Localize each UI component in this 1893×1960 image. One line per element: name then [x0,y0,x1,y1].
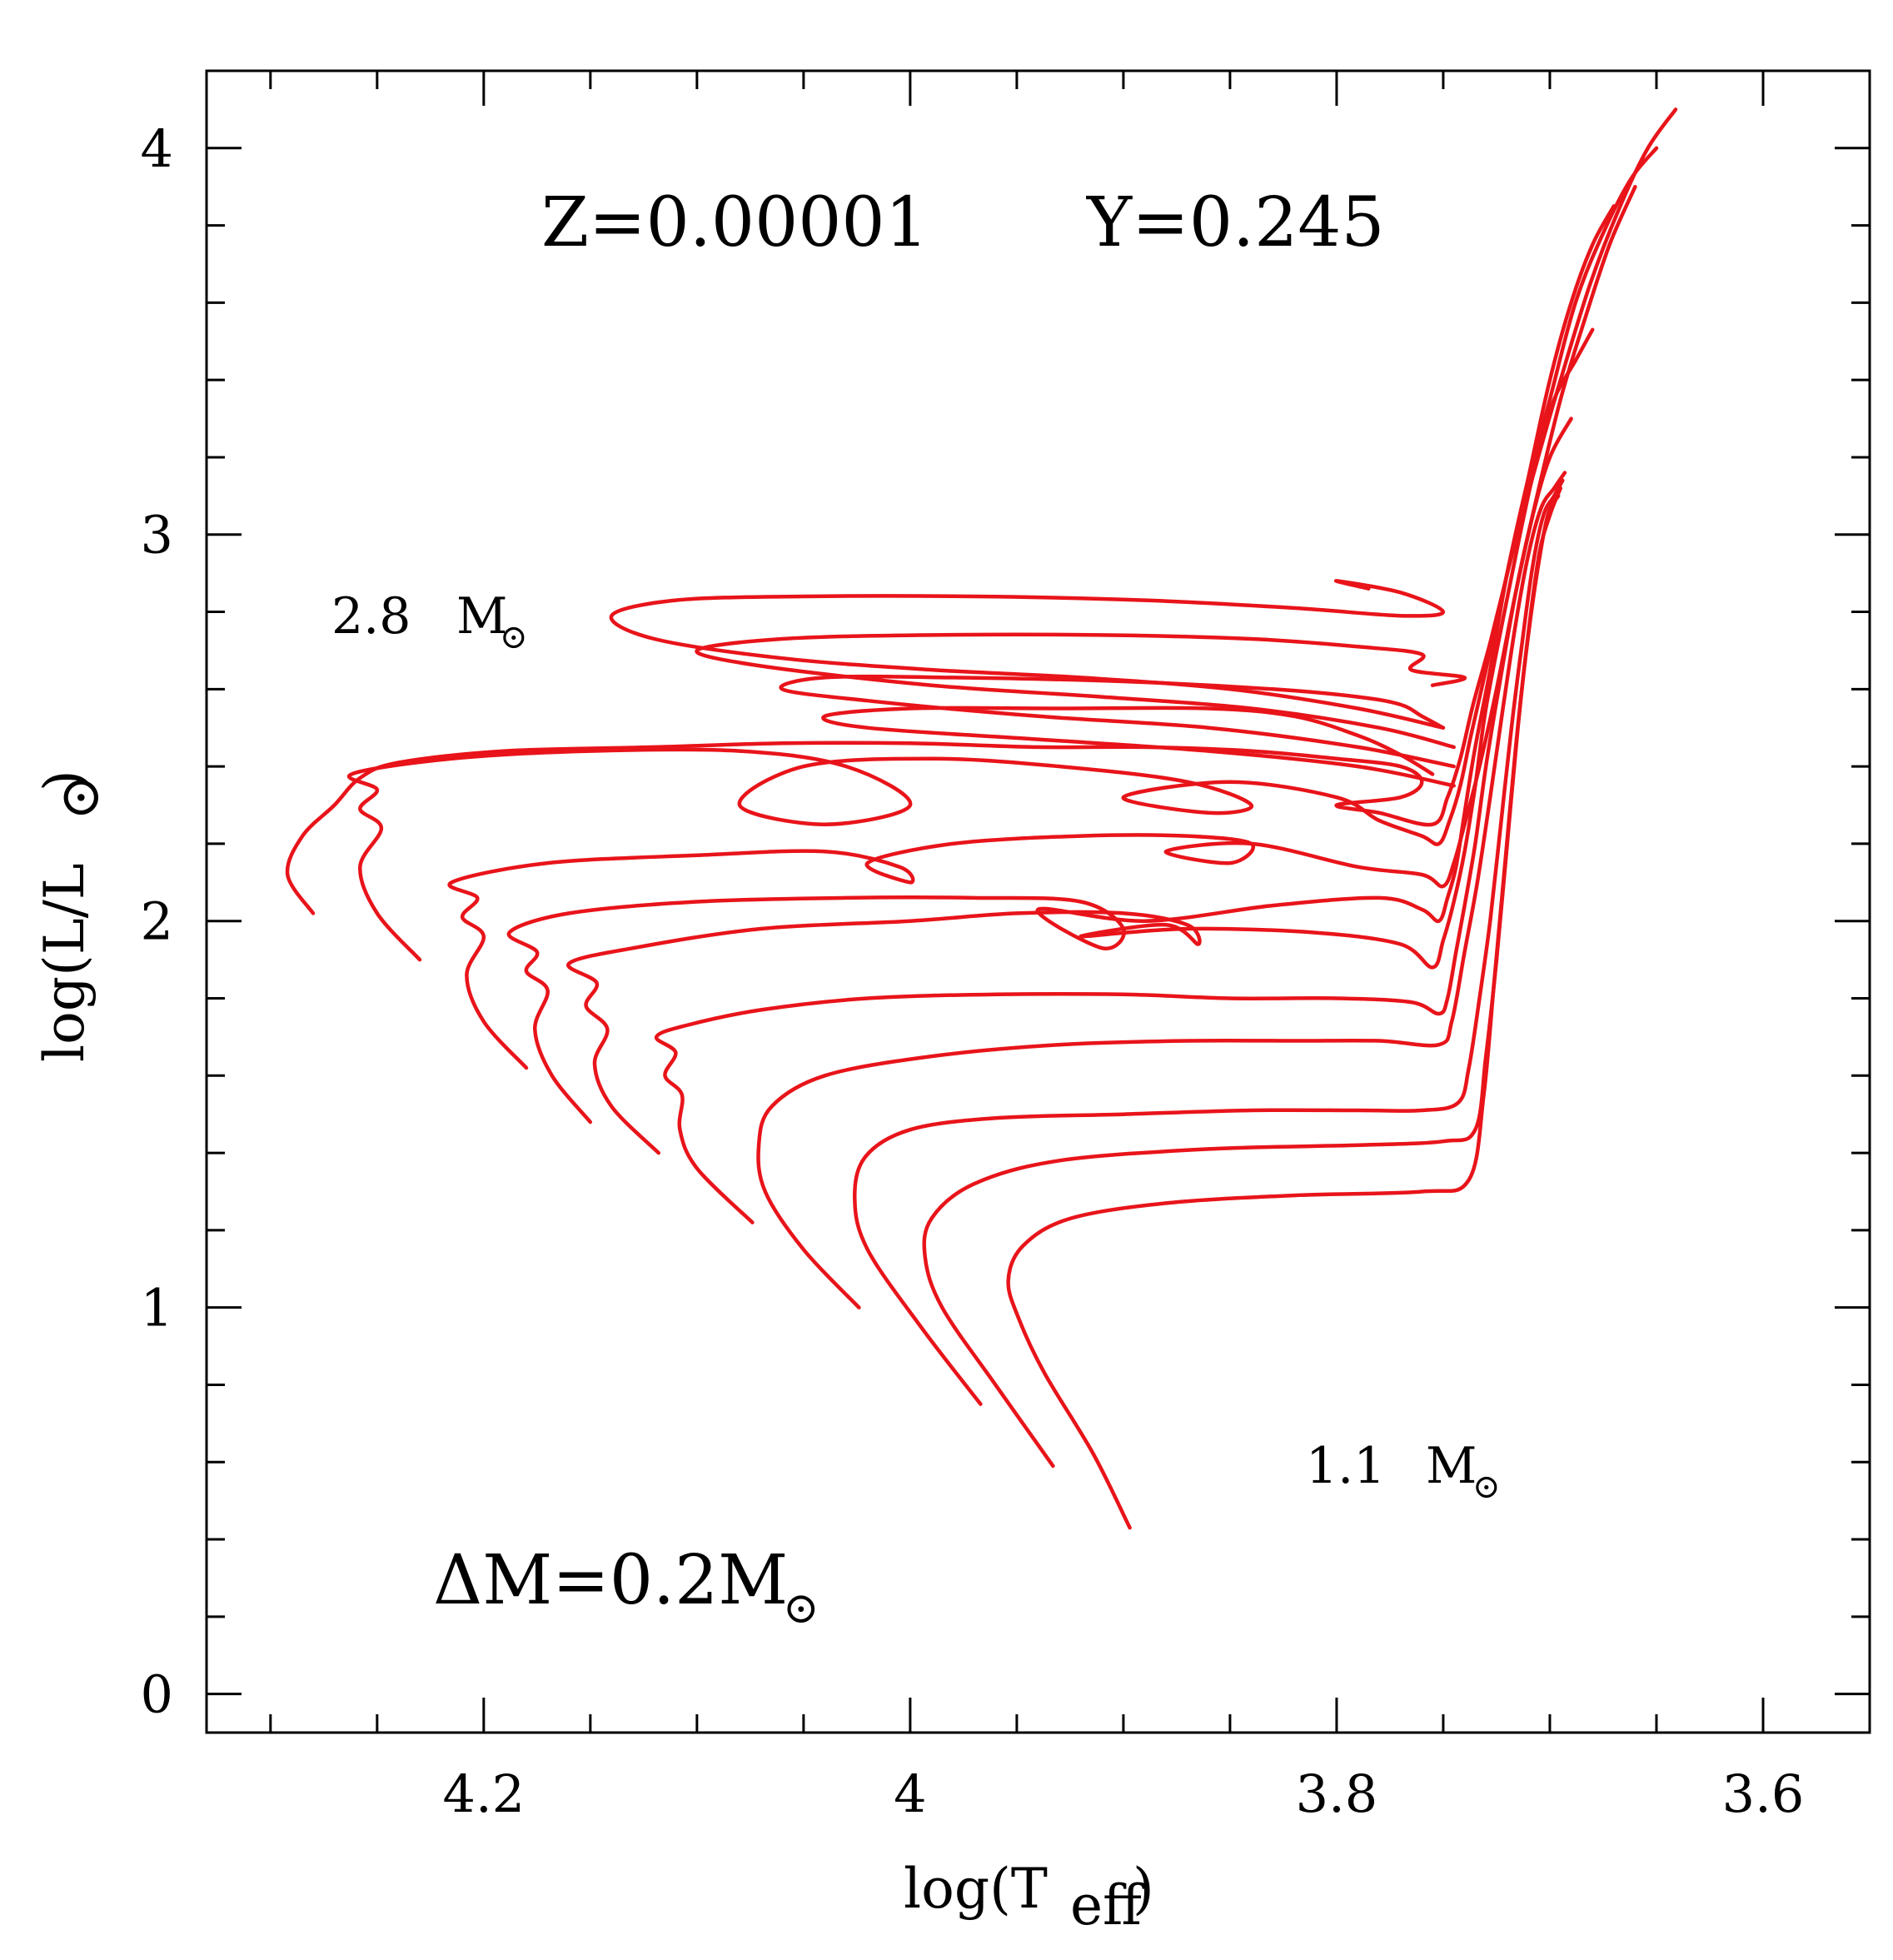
svg-text:M: M [1426,1437,1477,1495]
track-1-9-msun [654,416,1573,1224]
track-2-5-msun [447,184,1637,1070]
x-tick-label: 4.2 [443,1763,526,1824]
svg-text:M: M [456,587,507,646]
tick-label-group: 4.2 4 3.8 3.6 0 1 2 3 4 [141,118,1805,1824]
track-2-3-msun [506,204,1617,1125]
y-tick-label: 2 [141,891,173,952]
y-tick-label: 4 [141,118,173,179]
tick-group [207,71,1870,1733]
svg-text:⊙: ⊙ [1472,1468,1501,1506]
track-loop-2-7 [609,579,1446,730]
evolutionary-tracks [285,107,1678,1530]
svg-text:ΔM=0.2M: ΔM=0.2M [433,1541,788,1620]
mass-low-label: 1.1 M ⊙ [1306,1437,1501,1506]
svg-text:eff: eff [1070,1873,1145,1938]
x-tick-label: 4 [894,1763,926,1824]
y-tick-label: 0 [141,1664,173,1725]
y-axis-title: log(L/L ⊙ ) [32,770,112,1062]
track-1-7-msun [756,471,1567,1309]
composition-y-label: Y=0.245 [1086,183,1385,262]
plot-frame [205,69,1871,1734]
composition-z-label: Z=0.00001 [541,183,929,262]
svg-text:⊙: ⊙ [47,775,112,820]
svg-text:): ) [1133,1857,1154,1921]
delta-mass-label: ΔM=0.2M ⊙ [433,1541,819,1633]
svg-text:⊙: ⊙ [500,618,528,656]
track-loop-2-3 [779,674,1456,769]
x-axis-title: log(T eff ) [904,1857,1154,1938]
y-tick-label: 3 [141,505,173,566]
track-loop-2-1 [821,706,1456,788]
track-2-8-msun [285,107,1678,915]
x-tick-label: 3.8 [1296,1763,1378,1824]
svg-text:1.1: 1.1 [1306,1437,1385,1495]
x-tick-label: 3.6 [1722,1763,1805,1824]
track-loop-2-5 [695,632,1467,750]
svg-text:): ) [32,770,97,791]
svg-text:log(L/L: log(L/L [32,863,97,1062]
mass-high-label: 2.8 M ⊙ [331,587,528,656]
track-1-3-msun [922,486,1563,1469]
svg-text:2.8: 2.8 [331,587,411,646]
track-2-1-msun [566,327,1595,1155]
y-tick-label: 1 [141,1278,173,1339]
track-1-5-msun [853,478,1565,1406]
svg-text:⊙: ⊙ [783,1583,819,1633]
svg-text:log(T: log(T [904,1857,1048,1921]
